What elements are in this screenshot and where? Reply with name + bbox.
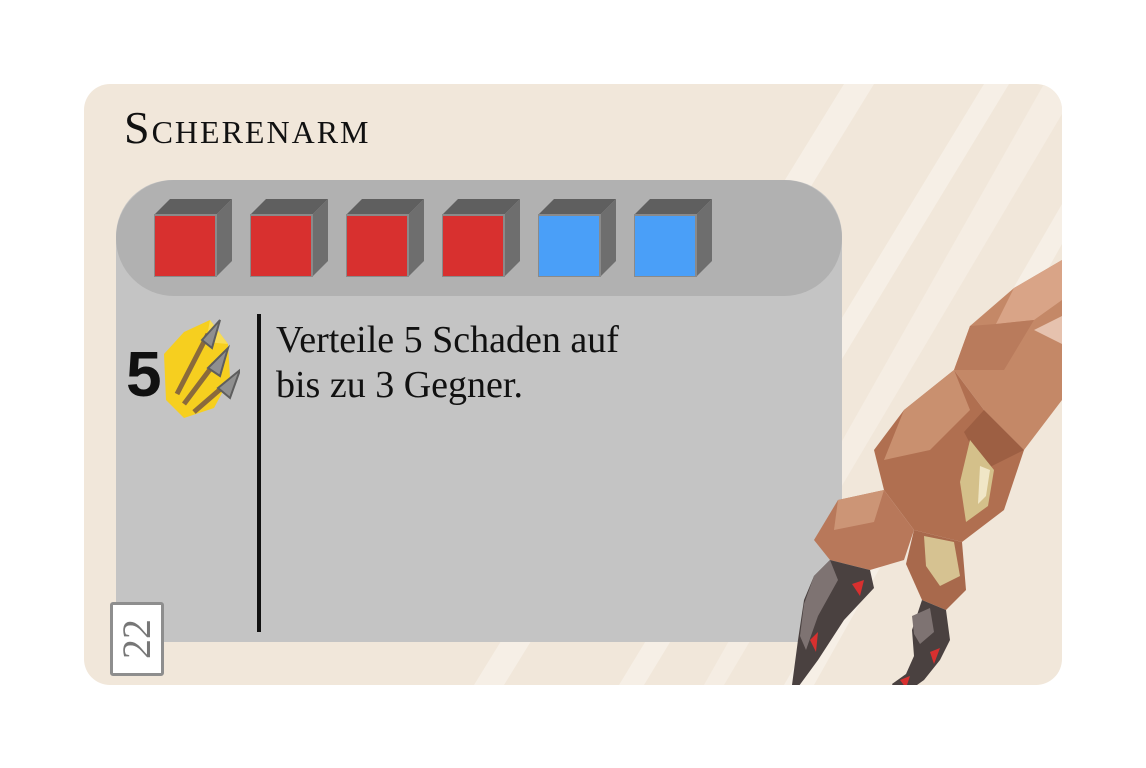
ability-value: 5 (126, 338, 162, 410)
cost-cubes (154, 197, 754, 281)
ability-text-line-2: bis zu 3 Gegner. (276, 364, 523, 406)
claw-arm-illustration (792, 260, 1062, 685)
ability-divider (257, 314, 261, 632)
triple-arrow-damage-icon: 5 (126, 319, 240, 418)
cost-cube-blue (634, 199, 712, 277)
card-number-badge: 22 (110, 602, 164, 676)
card-number: 22 (114, 619, 159, 659)
cost-cube-red (442, 199, 520, 277)
card-title: Scherenarm (124, 102, 371, 153)
ability-text: Verteile 5 Schaden auf bis zu 3 Gegner. (276, 318, 746, 408)
cost-cube-blue (538, 199, 616, 277)
ability-text-line-1: Verteile 5 Schaden auf (276, 319, 619, 361)
cost-cube-red (154, 199, 232, 277)
ability-card[interactable]: Scherenarm 5 Verteile 5 Schaden auf bis … (84, 84, 1062, 685)
cost-cube-red (346, 199, 424, 277)
cost-cube-red (250, 199, 328, 277)
